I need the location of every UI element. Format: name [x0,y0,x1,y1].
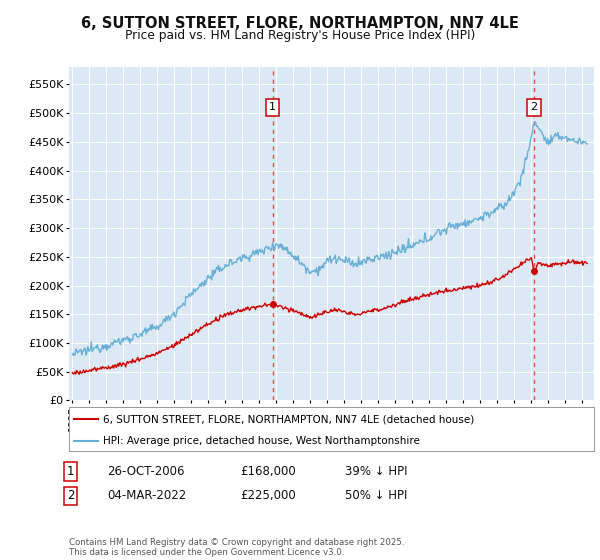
Text: 6, SUTTON STREET, FLORE, NORTHAMPTON, NN7 4LE (detached house): 6, SUTTON STREET, FLORE, NORTHAMPTON, NN… [103,414,475,424]
Text: 6, SUTTON STREET, FLORE, NORTHAMPTON, NN7 4LE: 6, SUTTON STREET, FLORE, NORTHAMPTON, NN… [81,16,519,31]
Text: 50% ↓ HPI: 50% ↓ HPI [345,489,407,502]
Text: Contains HM Land Registry data © Crown copyright and database right 2025.
This d: Contains HM Land Registry data © Crown c… [69,538,404,557]
Text: 1: 1 [269,102,276,113]
Text: Price paid vs. HM Land Registry's House Price Index (HPI): Price paid vs. HM Land Registry's House … [125,29,475,42]
Text: 2: 2 [67,489,74,502]
Text: 1: 1 [67,465,74,478]
Text: 2: 2 [530,102,538,113]
Text: 26-OCT-2006: 26-OCT-2006 [107,465,184,478]
Text: 39% ↓ HPI: 39% ↓ HPI [345,465,407,478]
Text: £168,000: £168,000 [240,465,296,478]
Text: 04-MAR-2022: 04-MAR-2022 [107,489,186,502]
Text: HPI: Average price, detached house, West Northamptonshire: HPI: Average price, detached house, West… [103,436,420,446]
Text: £225,000: £225,000 [240,489,296,502]
